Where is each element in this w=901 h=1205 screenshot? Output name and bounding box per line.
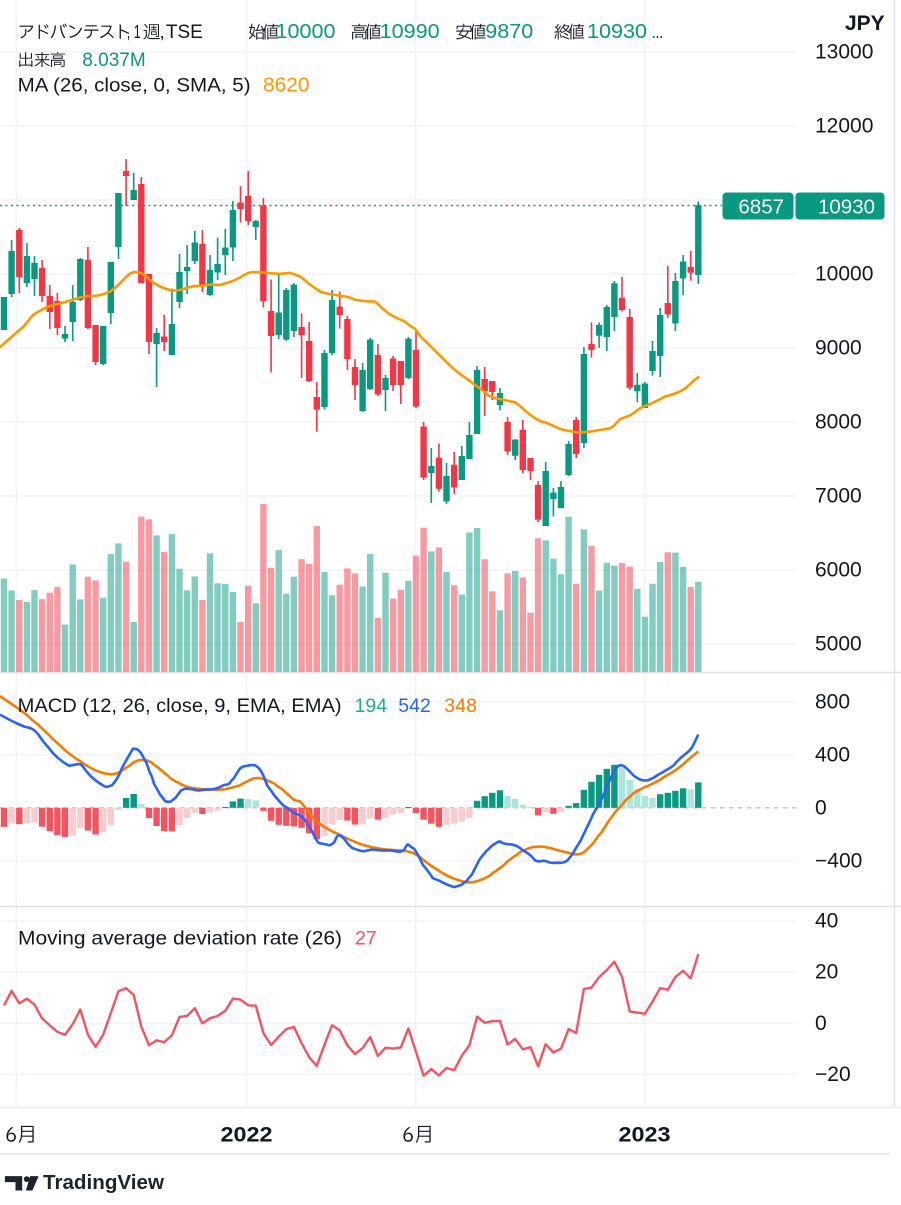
svg-text:348: 348 [444, 695, 477, 717]
svg-text:JPY: JPY [845, 12, 885, 35]
svg-text:10990: 10990 [380, 21, 440, 43]
svg-text:9000: 9000 [815, 337, 862, 360]
svg-text:TradingView: TradingView [43, 1172, 164, 1194]
svg-text:194: 194 [355, 695, 388, 717]
svg-text:13000: 13000 [815, 41, 873, 64]
svg-text:800: 800 [815, 690, 850, 713]
svg-text:20: 20 [815, 961, 838, 984]
svg-text:6000: 6000 [815, 559, 862, 582]
svg-text:10000: 10000 [815, 263, 873, 286]
svg-text:27: 27 [355, 928, 377, 950]
svg-text:40: 40 [815, 909, 838, 932]
svg-text:8620: 8620 [263, 74, 310, 97]
svg-text:2022: 2022 [221, 1124, 273, 1147]
svg-text:400: 400 [815, 743, 850, 766]
svg-text:0: 0 [815, 1012, 827, 1035]
svg-text:542: 542 [398, 695, 431, 717]
svg-text:10930: 10930 [818, 195, 875, 218]
svg-text:2023: 2023 [619, 1124, 671, 1147]
svg-text:12000: 12000 [815, 115, 873, 138]
svg-text:−20: −20 [815, 1063, 851, 1086]
svg-text:MACD (12, 26, close, 9, EMA, E: MACD (12, 26, close, 9, EMA, EMA) [18, 695, 342, 717]
svg-text:, 1: , 1 [127, 21, 141, 42]
svg-text:−400: −400 [815, 849, 862, 872]
svg-text:...: ... [652, 22, 663, 43]
svg-text:7000: 7000 [815, 485, 862, 508]
svg-text:9870: 9870 [485, 21, 533, 43]
svg-text:Moving average deviation rate: Moving average deviation rate (26) [18, 928, 342, 950]
svg-text:10930: 10930 [587, 21, 647, 43]
svg-text:,: , [160, 21, 165, 42]
svg-text:10000: 10000 [276, 21, 336, 43]
svg-text:8000: 8000 [815, 411, 862, 434]
svg-text:8.037M: 8.037M [82, 50, 145, 71]
svg-text:TSE: TSE [166, 22, 203, 43]
svg-text:6857: 6857 [738, 195, 784, 218]
svg-text:MA (26, close, 0, SMA, 5): MA (26, close, 0, SMA, 5) [18, 75, 251, 97]
svg-text:0: 0 [815, 796, 827, 819]
svg-text:5000: 5000 [815, 633, 862, 656]
